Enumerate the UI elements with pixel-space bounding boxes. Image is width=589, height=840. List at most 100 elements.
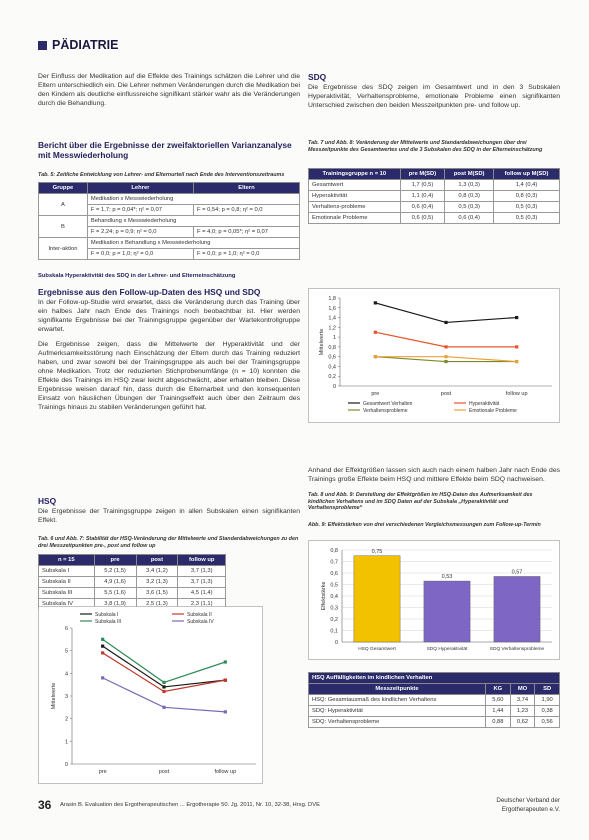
chart-frame — [308, 288, 560, 423]
table-8: HSQ Auffälligkeiten im kindlichen Verhal… — [307, 672, 560, 728]
y-tick-label: 0 — [65, 762, 68, 768]
table-row: B Behandlung x Messwiederholung — [38, 215, 301, 238]
paragraph: Der Einfluss der Medikation auf die Effe… — [38, 73, 300, 107]
table-cell: F = 0,54; p = 0,8; η² = 0,0 — [192, 204, 301, 216]
table-cell: 3,7 (1,3) — [177, 576, 226, 588]
column-header: pre — [93, 554, 137, 566]
table-5: Gruppe Lehrer Eltern A Medikation x Messwied… — [38, 182, 301, 260]
table-7: Trainingsgruppe n = 10 pre M(SD) post M(SD… — [308, 168, 560, 224]
table-cell: 0,6 (0,4) — [444, 212, 495, 224]
y-tick-label: 0 — [333, 384, 336, 390]
y-tick-label: 0,8 — [328, 345, 336, 351]
table-cell: 3,4 (1,2) — [135, 565, 179, 577]
line-chart: 0 0,2 0,4 0,6 0,8 1 1,2 1,4 1,6 1,8 Mittelwerte pre… — [308, 288, 560, 423]
column-header: post M(SD) — [444, 168, 495, 180]
y-tick-label: 6 — [65, 626, 68, 632]
publisher: Ergotherapeuten e.V. — [501, 806, 560, 813]
table-cell: 5,2 (1,5) — [93, 565, 137, 577]
chart-frame — [38, 606, 263, 784]
y-tick-label: 1,6 — [328, 306, 336, 312]
legend-label: Subskala IV — [187, 619, 214, 625]
bar — [493, 576, 541, 643]
heading: Ergebnisse aus den Follow-up-Daten des H… — [38, 287, 261, 297]
table-caption: Tab. 7 und Abb. 8: Veränderung der Mitte… — [308, 140, 543, 153]
table-note: Subskala Hyperaktivität des SDQ in der L… — [38, 273, 236, 279]
table-cell: 1,90 — [534, 694, 560, 706]
row-label: Subskala III — [38, 587, 95, 599]
table-row: Emotionale Probleme 0,6 (0,5) 0,6 (0,4) 0,5… — [308, 212, 560, 224]
x-tick-label: pre — [371, 391, 379, 397]
row-label: Hyperaktivität — [308, 190, 401, 202]
y-tick-label: 0,7 — [330, 560, 338, 566]
column-header: pre M(SD) — [399, 168, 446, 180]
y-tick-label: 0,8 — [330, 548, 338, 554]
table: Gruppe Lehrer Eltern A Medikation x Messwied… — [38, 182, 301, 260]
row-label: Emotionale Probleme — [308, 212, 401, 224]
legend-label: Verhaltensprobleme — [363, 408, 408, 414]
effect-label: Medikation x Behandlung x Messwiederholu… — [86, 237, 301, 249]
data-point — [223, 660, 227, 664]
column-header: Gruppe — [38, 182, 88, 194]
data-point — [162, 680, 166, 684]
table-cell: F = 0,0; p = 1,0; η² = 0,0 — [192, 248, 301, 260]
x-tick-label: follow up — [506, 391, 528, 397]
table-cell: 0,56 — [534, 716, 560, 728]
data-point — [515, 359, 519, 364]
paragraph: Die Ergebnisse zeigen, dass die Mittelwe… — [38, 341, 300, 411]
y-tick-label: 0,4 — [330, 594, 338, 600]
heading: HSQ — [38, 496, 57, 506]
x-tick-label: follow up — [214, 769, 236, 775]
data-point — [515, 315, 519, 320]
column-header: SD — [534, 683, 560, 695]
data-point — [223, 710, 227, 714]
table-cell: 1,4 (0,4) — [493, 179, 560, 191]
x-tick-label: SDQ Verhaltensprobleme — [490, 646, 545, 652]
x-tick-label: post — [441, 391, 452, 397]
paragraph: In der Follow-up-Studie wird erwartet, d… — [38, 299, 300, 333]
row-label: Verhaltens-probleme — [308, 201, 401, 213]
row-label: Subskala II — [38, 576, 95, 588]
column-header: n = 15 — [38, 554, 95, 566]
paragraph: Die Ergebnisse des SDQ zeigen im Gesamtw… — [308, 84, 560, 109]
legend-label: Subskala I — [95, 612, 118, 618]
data-point — [444, 320, 448, 325]
table-row: SDQ: Verhaltensprobleme 0,88 0,62 0,56 — [307, 716, 560, 728]
table-cell: 0,62 — [509, 716, 536, 728]
table: n = 15 pre post follow up Subskala I 5,2 (1,5… — [38, 554, 226, 610]
y-tick-label: 0 — [335, 640, 338, 646]
value-label: 0,57 — [512, 569, 523, 575]
table-row: F = 2,24; p = 0,9; η² = 0,0 F = 4,0; p = … — [39, 226, 301, 238]
column-header: MO — [509, 683, 536, 695]
table-cell: 0,8 (0,3) — [493, 190, 560, 202]
row-label: SDQ: Hyperaktivität — [307, 705, 487, 717]
table-cell: 3,74 — [509, 694, 536, 706]
table-cell: F = 2,24; p = 0,9; η² = 0,0 — [86, 226, 194, 238]
column-header: follow up M(SD) — [493, 168, 560, 180]
table-cell: 0,38 — [534, 705, 560, 717]
x-tick-label: SDQ Hyperaktivität — [427, 646, 468, 652]
bar — [353, 555, 401, 643]
table-cell: 0,5 (0,3) — [493, 212, 560, 224]
legend-label: Hyperaktivität — [469, 401, 500, 407]
line-chart: 0 1 2 3 4 5 6 Mittelwerte pre post follow up Subska… — [38, 606, 263, 784]
row-label: A — [38, 193, 88, 216]
table-cell: 0,6 (0,4) — [399, 201, 446, 213]
table-cell: 1,44 — [485, 705, 511, 717]
table-cell: 5,60 — [485, 694, 511, 706]
data-point — [444, 345, 448, 349]
table-cell: 1,23 — [509, 705, 536, 717]
table-cell: 4,9 (1,6) — [93, 576, 137, 588]
row-label: B — [38, 215, 88, 238]
table-row: F = 1,7; p = 0,04*; η² = 0,07 F = 0,54; p… — [39, 204, 301, 216]
table-cell: F = 0,0; p = 1,0; η² = 0,0 — [86, 248, 194, 260]
table-row: Inter-aktion Medikation x Behandlung x Me… — [38, 237, 301, 260]
y-tick-label: 1 — [65, 739, 68, 745]
paragraph: Die Ergebnisse der Trainingsgruppe zeige… — [38, 508, 300, 524]
y-axis-label: Effektstärke — [321, 582, 327, 611]
data-point — [373, 330, 377, 334]
data-point — [223, 678, 227, 682]
row-label: SDQ: Verhaltensprobleme — [307, 716, 487, 728]
data-point — [162, 705, 166, 709]
table: HSQ Auffälligkeiten im kindlichen Verhal… — [307, 672, 560, 728]
